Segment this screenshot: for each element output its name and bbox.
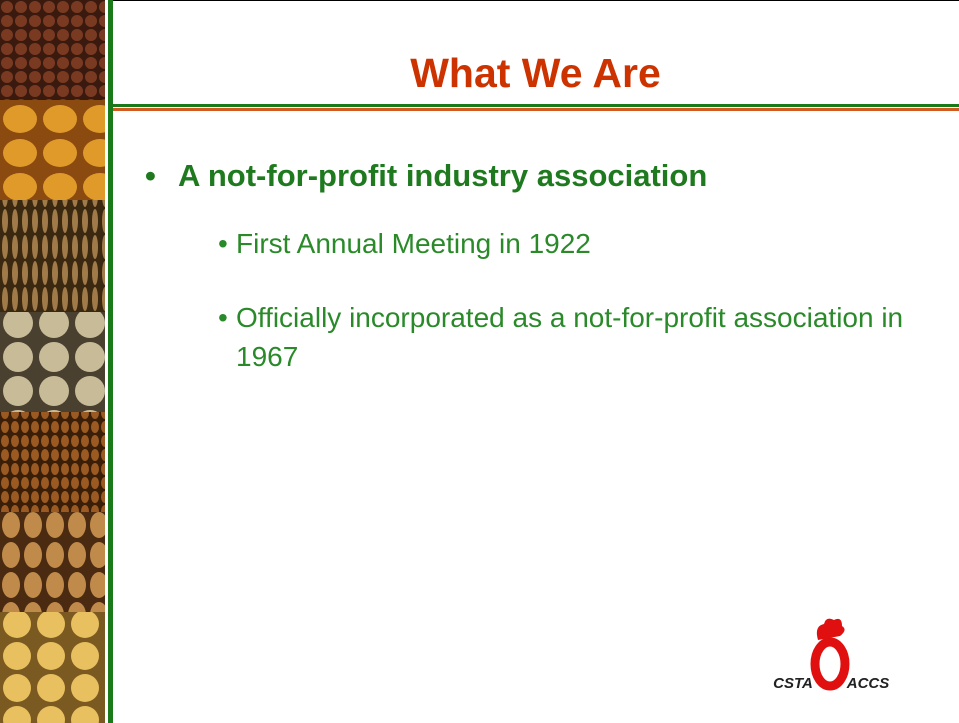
logo-mark [810,618,850,691]
subbullet: • First Annual Meeting in 1922 [218,224,918,263]
subbullet-text: Officially incorporated as a not-for-pro… [236,302,904,372]
slide-title: What We Are [410,50,661,96]
subbullet-text: First Annual Meeting in 1922 [236,228,591,259]
bullet: • A not-for-profit industry association [145,158,925,194]
logo-right: ACCS [846,675,890,692]
bullet-text: A not-for-profit industry association [178,158,708,193]
subbullet: • Officially incorporated as a not-for-pr… [218,298,918,376]
logo-left: CSTA [773,675,813,692]
